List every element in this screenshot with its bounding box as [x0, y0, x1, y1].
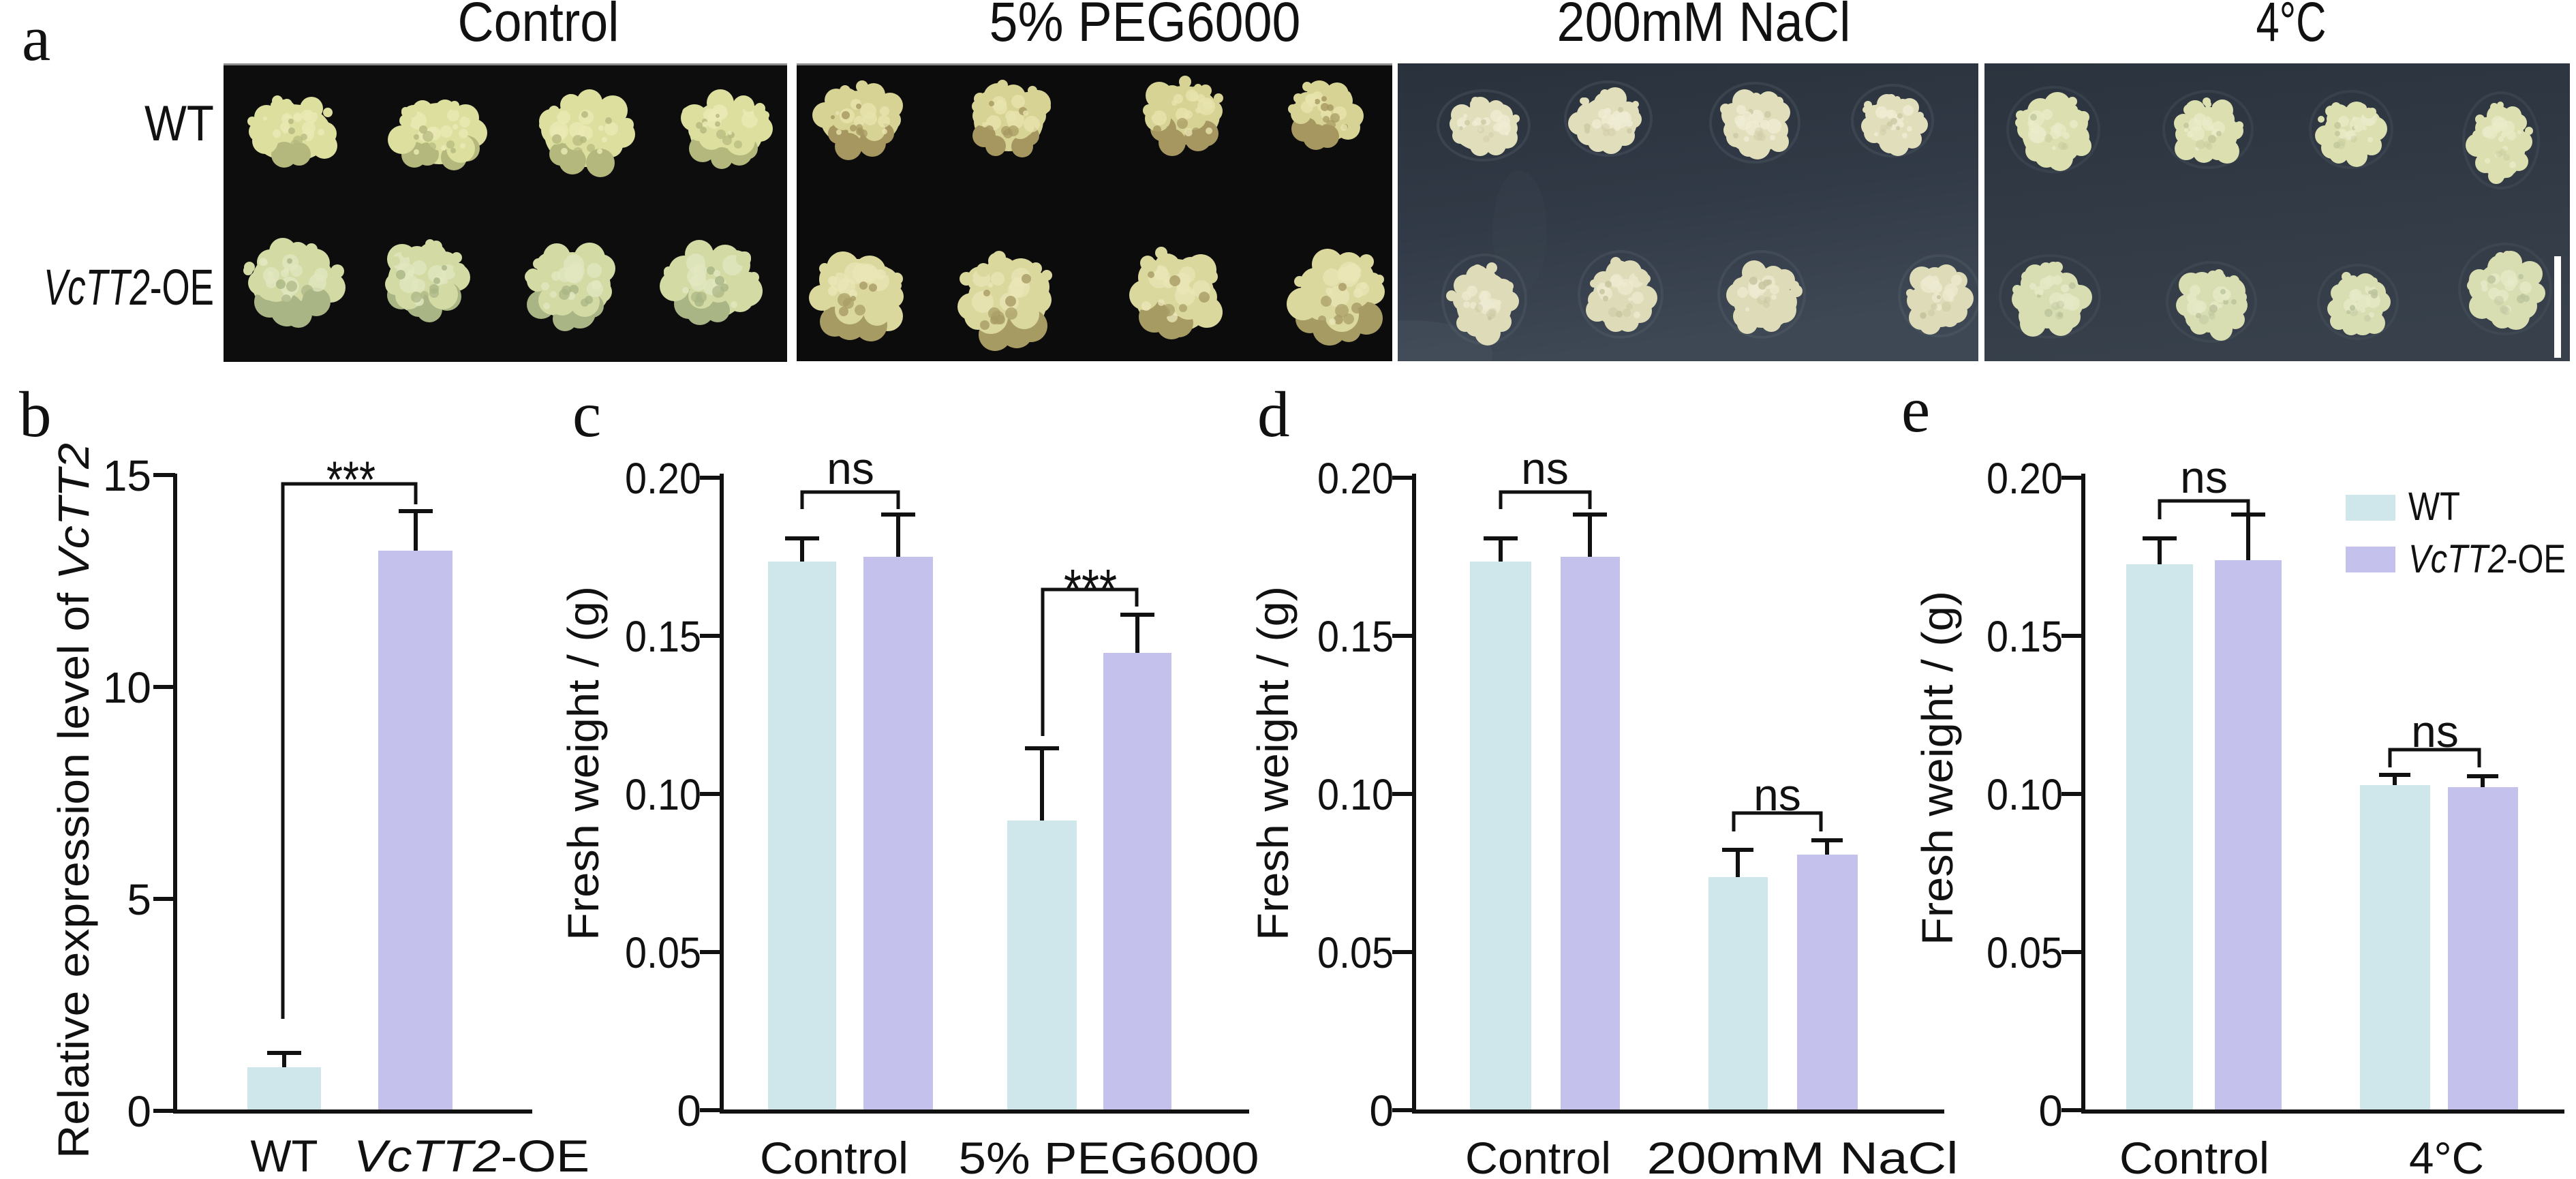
svg-text:VcTT2-OE: VcTT2-OE — [354, 1131, 589, 1176]
svg-text:0.10: 0.10 — [1987, 770, 2063, 819]
svg-text:***: *** — [1064, 557, 1117, 622]
svg-text:Fresh weight / (g): Fresh weight / (g) — [1913, 591, 1962, 945]
svg-text:WT: WT — [144, 96, 214, 151]
svg-text:0: 0 — [677, 1086, 701, 1135]
svg-text:VcTT2-OE: VcTT2-OE — [2408, 537, 2566, 581]
svg-text:WT: WT — [251, 1131, 318, 1176]
svg-text:200mM NaCl: 200mM NaCl — [1647, 1133, 1959, 1176]
svg-text:ns: ns — [1753, 769, 1801, 820]
svg-text:0.20: 0.20 — [625, 454, 701, 503]
svg-text:0.05: 0.05 — [625, 928, 701, 977]
svg-text:ns: ns — [2411, 706, 2459, 756]
svg-text:0: 0 — [127, 1087, 151, 1136]
svg-text:10: 10 — [103, 663, 151, 712]
svg-text:a: a — [22, 2, 50, 74]
svg-text:***: *** — [326, 451, 375, 509]
svg-text:Control: Control — [760, 1133, 908, 1176]
svg-text:b: b — [19, 378, 52, 450]
svg-text:15: 15 — [103, 451, 151, 500]
svg-text:Fresh weight / (g): Fresh weight / (g) — [559, 586, 608, 940]
svg-text:WT: WT — [2408, 485, 2460, 529]
svg-text:5% PEG6000: 5% PEG6000 — [959, 1133, 1259, 1176]
svg-text:0.05: 0.05 — [1317, 928, 1394, 977]
svg-text:Fresh weight / (g): Fresh weight / (g) — [1248, 586, 1298, 940]
svg-text:c: c — [572, 378, 601, 450]
svg-text:5: 5 — [127, 875, 151, 924]
svg-text:Control: Control — [1465, 1133, 1611, 1176]
svg-text:0: 0 — [1369, 1086, 1394, 1135]
svg-text:0: 0 — [2038, 1086, 2063, 1135]
svg-text:ns: ns — [827, 443, 874, 493]
svg-text:Relative expression level of V: Relative expression level of VcTT2 — [49, 443, 98, 1159]
svg-text:d: d — [1257, 378, 1290, 450]
svg-text:Control: Control — [458, 0, 619, 53]
svg-text:0.20: 0.20 — [1317, 454, 1394, 503]
svg-text:0.15: 0.15 — [625, 612, 701, 661]
svg-text:0.20: 0.20 — [1987, 454, 2063, 503]
svg-text:ns: ns — [1521, 443, 1569, 493]
svg-text:ns: ns — [2180, 452, 2228, 502]
svg-text:5% PEG6000: 5% PEG6000 — [990, 0, 1301, 53]
svg-text:0.05: 0.05 — [1987, 928, 2063, 977]
svg-text:0.10: 0.10 — [1317, 770, 1394, 819]
svg-text:VcTT2-OE: VcTT2-OE — [44, 259, 214, 316]
svg-text:0.15: 0.15 — [1317, 612, 1394, 661]
svg-text:4°C: 4°C — [2256, 0, 2327, 53]
svg-text:e: e — [1901, 373, 1930, 446]
svg-text:Control: Control — [2119, 1133, 2269, 1176]
svg-text:0.10: 0.10 — [625, 770, 701, 819]
svg-text:0.15: 0.15 — [1987, 612, 2063, 661]
svg-text:200mM NaCl: 200mM NaCl — [1557, 0, 1851, 53]
svg-text:4°C: 4°C — [2409, 1133, 2484, 1176]
